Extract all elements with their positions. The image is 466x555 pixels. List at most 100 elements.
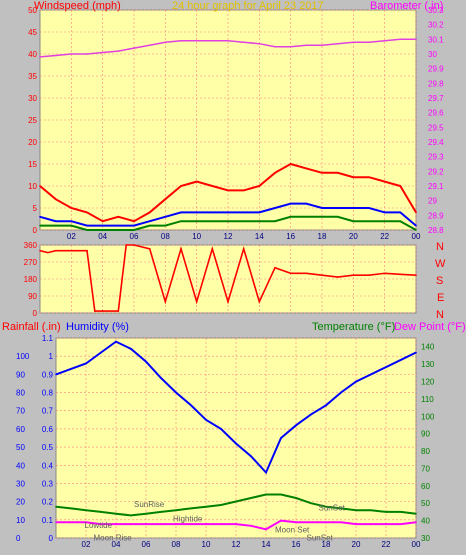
humidity-series-point [250,455,252,458]
barometer-series-point [321,44,323,46]
panel3-annotation-label: Moon Rise [94,534,133,543]
panel1-right-tick-label: 29.5 [428,123,444,132]
humidity-series-point [100,351,102,354]
dewpoint-series-point [415,521,417,524]
wind-direction-point [227,300,229,303]
wind-low-series-point [54,224,57,227]
wind-average-series-point [86,224,88,227]
panel1-left-tick-label: 35 [28,72,37,81]
wind-average-series-point [321,207,323,209]
temperature-series-point [235,500,237,503]
wind-gust-series-point [274,172,276,174]
panel3-outer-tick-label: 60 [16,425,25,434]
panel3-right-tick-label: 110 [421,395,434,404]
direction-letter-s: S [436,275,443,287]
wind-direction-point [305,272,308,275]
wind-low-series-point [352,220,355,222]
wind-low-series-point [289,216,292,218]
temperature-series-point [85,509,87,512]
barometer-series-point [383,40,386,42]
panel1-left-tick-label: 0 [33,226,38,235]
barometer-series-point [399,38,402,41]
wind-gust-series-point [258,185,261,187]
humidity-series-point [295,424,297,427]
panel3-left-tick-label: 0.2 [42,498,54,507]
panel1-grid [40,9,417,231]
panel3-left-tick-label: 0 [49,534,54,543]
wind-average-series-point [39,216,41,218]
wind-gust-series-point [195,180,198,183]
wind-gust-series-point [383,180,386,183]
panel1-x-tick-label: 04 [98,232,107,241]
panel3-annotation-label: Moon Set [275,526,310,535]
barometer-series-point [242,41,245,44]
wind-low-series-point [368,220,370,222]
dewpoint-series-point [340,521,342,524]
dewpoint-series-point [145,523,147,525]
wind-direction-point [321,274,323,277]
panel1-x-tick-label: 12 [224,232,233,241]
wind-direction-point [383,272,386,275]
wind-direction-point [211,248,214,250]
dewpoint-series-point [100,523,102,525]
barometer-series-point [415,38,417,41]
panel1-left-tick-label: 40 [28,50,37,59]
panel3-outer-tick-label: 80 [16,389,25,398]
panel1-x-tick-label: 18 [318,232,327,241]
humidity-series-point [160,377,162,379]
humidity-series-point [325,404,327,407]
humidity-series-point [340,391,342,394]
panel3-outer-tick-label: 70 [16,407,25,416]
dewpoint-series-point [235,523,237,525]
wind-low-series-point [101,229,104,231]
panel1-right-tick-label: 30.2 [428,21,444,30]
temperature-series-point [325,505,327,508]
humidity-series-point [175,391,177,394]
wind-gust-series-point [321,172,323,174]
wind-average-series-point [70,220,73,222]
temperature-series-point [295,497,297,499]
wind-gust-series-point [415,211,417,214]
panel3-left-tick-label: 0.7 [42,407,54,416]
temperature-series-point [340,507,342,510]
panel3-ticks: 0 0.1 0.2 0.3 0.4 0.5 0.6 0.7 0.8 0.9 1 1.1 0 10 20 30 4… [16,334,435,549]
graph-date-title: 24 hour graph for April 23 2017 [172,0,324,12]
wind-direction-point [164,300,167,303]
barometer-series-point [305,44,308,46]
panel3-outer-tick-label: 40 [16,461,25,470]
panel1-ticks: 0 5 10 15 20 25 30 35 40 45 50 28.8 28.9 29 29.1 29.2 29… [28,6,444,241]
barometer-series-point [117,50,120,52]
wind-direction-point [94,310,96,312]
wind-direction-point [54,249,57,252]
wind-gust-series-point [164,198,167,200]
panel1-right-tick-label: 30.1 [428,35,444,44]
barometer-series-point [258,42,261,45]
barometer-series-point [54,54,57,57]
panel3-annotation-label: Hightide [173,515,203,524]
wind-low-series-point [211,220,214,222]
wind-direction-point [86,249,88,252]
wind-gust-series-point [148,211,151,214]
humidity-series-point [415,351,417,354]
wind-direction-point [289,272,292,275]
wind-average-series-point [289,202,292,205]
temperature-series-point [385,511,387,513]
barometer-series-point [211,40,214,42]
wind-average-series-point [54,220,57,222]
wind-direction-series [39,244,417,312]
dewpoint-series-point [55,521,57,524]
wind-low-series-point [415,229,417,231]
humidity-series-point [85,362,87,365]
dewpoint-series-point [280,519,282,522]
panel1-x-tick-label: 10 [192,232,201,241]
wind-average-series-point [415,224,417,227]
panel3-x-tick-label: 10 [202,540,211,549]
wind-average-series-point [368,207,370,209]
panel1-left-tick-label: 5 [33,204,38,213]
humidity-series-point [355,380,357,383]
panel1-x-tick-label: 02 [67,232,76,241]
wind-low-series-point [195,220,198,222]
wind-direction-point [117,310,120,312]
panel3-outer-tick-label: 30 [16,479,25,488]
